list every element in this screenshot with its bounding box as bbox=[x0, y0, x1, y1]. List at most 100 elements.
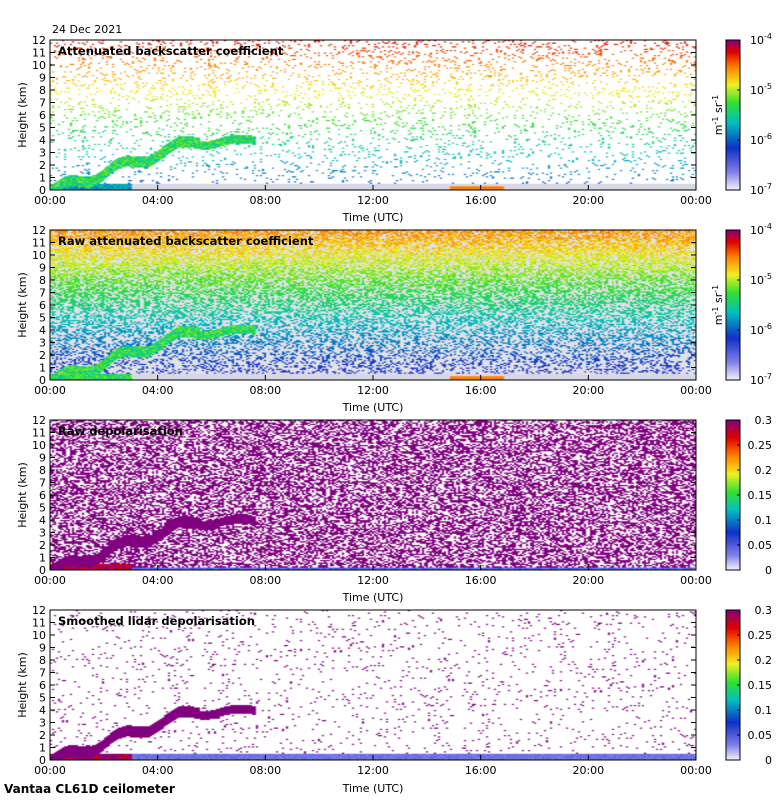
y-tick-label: 11 bbox=[32, 427, 46, 440]
y-tick-label: 0 bbox=[39, 754, 46, 767]
colorbar-tick-label: 0.3 bbox=[755, 604, 773, 617]
y-tick-label: 4 bbox=[39, 134, 46, 147]
x-tick-label: 00:00 bbox=[34, 384, 66, 397]
x-tick-label: 08:00 bbox=[249, 574, 281, 587]
panel-1: Attenuated backscatter coefficient 01234… bbox=[16, 32, 772, 224]
heatmap-image-1 bbox=[50, 40, 696, 190]
colorbar-1 bbox=[725, 39, 741, 191]
y-axis-label-2: Height (km) bbox=[16, 272, 29, 338]
y-tick-label: 12 bbox=[32, 224, 46, 237]
x-tick-label: 00:00 bbox=[34, 194, 66, 207]
x-tick-label: 04:00 bbox=[142, 764, 174, 777]
colorbar-tick-label: 10-5 bbox=[750, 82, 772, 97]
colorbar-ticks-4: 0 0.05 0.1 0.15 0.2 0.25 0.3 bbox=[737, 604, 772, 767]
colorbar-tick-label: 0.15 bbox=[748, 679, 773, 692]
colorbar-tick-label: 0.15 bbox=[748, 489, 773, 502]
x-tick-label: 16:00 bbox=[465, 764, 497, 777]
x-tick-label: 12:00 bbox=[357, 194, 389, 207]
y-tick-label: 6 bbox=[39, 679, 46, 692]
colorbar-tick-label: 10-5 bbox=[750, 272, 772, 287]
x-tick-label: 04:00 bbox=[142, 384, 174, 397]
x-ticks-4: 00:00 04:00 08:00 12:00 16:00 20:00 00:00 bbox=[34, 755, 712, 777]
y-tick-label: 1 bbox=[39, 742, 46, 755]
colorbar-tick-label: 0.2 bbox=[755, 464, 773, 477]
y-axis-label-4: Height (km) bbox=[16, 652, 29, 718]
y-tick-label: 1 bbox=[39, 172, 46, 185]
y-axis-label-3: Height (km) bbox=[16, 462, 29, 528]
y-tick-label: 10 bbox=[32, 249, 46, 262]
x-ticks-1: 00:00 04:00 08:00 12:00 16:00 20:00 00:00 bbox=[34, 185, 712, 207]
y-tick-label: 10 bbox=[32, 59, 46, 72]
heatmap-image-2 bbox=[50, 230, 696, 380]
y-tick-label: 3 bbox=[39, 337, 46, 350]
y-tick-label: 2 bbox=[39, 539, 46, 552]
colorbar-2 bbox=[725, 229, 741, 381]
colorbar-tick-label: 0 bbox=[765, 754, 772, 767]
y-tick-label: 8 bbox=[39, 274, 46, 287]
y-tick-label: 12 bbox=[32, 604, 46, 617]
colorbar-tick-label: 10-6 bbox=[750, 132, 772, 147]
x-tick-label: 16:00 bbox=[465, 384, 497, 397]
x-tick-label: 00:00 bbox=[680, 384, 712, 397]
y-tick-label: 9 bbox=[39, 262, 46, 275]
x-ticks-3: 00:00 04:00 08:00 12:00 16:00 20:00 00:00 bbox=[34, 565, 712, 587]
y-tick-label: 11 bbox=[32, 47, 46, 60]
y-tick-label: 0 bbox=[39, 374, 46, 387]
y-tick-label: 11 bbox=[32, 617, 46, 630]
x-tick-label: 08:00 bbox=[249, 384, 281, 397]
colorbar-tick-label: 10-4 bbox=[750, 222, 772, 237]
x-tick-label: 04:00 bbox=[142, 194, 174, 207]
x-axis-label-1: Time (UTC) bbox=[342, 211, 404, 224]
y-tick-label: 2 bbox=[39, 159, 46, 172]
colorbar-tick-label: 10-4 bbox=[750, 32, 772, 47]
colorbar-unit-1: m-1 sr-1 bbox=[711, 95, 725, 135]
y-tick-label: 10 bbox=[32, 439, 46, 452]
panel-title-3: Raw depolarisation bbox=[58, 424, 183, 438]
x-tick-label: 20:00 bbox=[572, 194, 604, 207]
x-tick-label: 04:00 bbox=[142, 574, 174, 587]
y-tick-label: 6 bbox=[39, 109, 46, 122]
colorbar-tick-label: 0.25 bbox=[748, 439, 773, 452]
x-tick-label: 12:00 bbox=[357, 384, 389, 397]
y-tick-label: 7 bbox=[39, 287, 46, 300]
y-tick-label: 3 bbox=[39, 527, 46, 540]
y-tick-label: 9 bbox=[39, 72, 46, 85]
y-tick-label: 11 bbox=[32, 237, 46, 250]
colorbar-tick-label: 0.25 bbox=[748, 629, 773, 642]
y-axis-label-1: Height (km) bbox=[16, 82, 29, 148]
x-axis-label-2: Time (UTC) bbox=[342, 401, 404, 414]
x-tick-label: 20:00 bbox=[572, 384, 604, 397]
colorbar-tick-label: 0.05 bbox=[748, 539, 773, 552]
y-tick-label: 3 bbox=[39, 717, 46, 730]
y-tick-label: 5 bbox=[39, 502, 46, 515]
panel-title-4: Smoothed lidar depolarisation bbox=[58, 614, 255, 628]
x-ticks-2: 00:00 04:00 08:00 12:00 16:00 20:00 00:00 bbox=[34, 375, 712, 397]
y-tick-label: 9 bbox=[39, 452, 46, 465]
y-tick-label: 2 bbox=[39, 349, 46, 362]
x-tick-label: 08:00 bbox=[249, 194, 281, 207]
y-tick-label: 7 bbox=[39, 667, 46, 680]
y-tick-label: 4 bbox=[39, 324, 46, 337]
y-tick-label: 4 bbox=[39, 704, 46, 717]
x-tick-label: 16:00 bbox=[465, 574, 497, 587]
colorbar-tick-label: 0.1 bbox=[755, 514, 773, 527]
y-tick-label: 1 bbox=[39, 362, 46, 375]
colorbar-tick-label: 10-6 bbox=[750, 322, 772, 337]
colorbar-unit-2: m-1 sr-1 bbox=[711, 285, 725, 325]
y-tick-label: 1 bbox=[39, 552, 46, 565]
colorbar-ticks-3: 0 0.05 0.1 0.15 0.2 0.25 0.3 bbox=[737, 414, 772, 577]
y-tick-label: 0 bbox=[39, 564, 46, 577]
y-tick-label: 5 bbox=[39, 312, 46, 325]
panel-title-1: Attenuated backscatter coefficient bbox=[58, 44, 284, 58]
colorbar-ticks-1: 10-7 10-6 10-5 10-4 bbox=[737, 32, 772, 197]
y-tick-label: 10 bbox=[32, 629, 46, 642]
colorbar-tick-label: 0.2 bbox=[755, 654, 773, 667]
x-axis-label-3: Time (UTC) bbox=[342, 591, 404, 604]
colorbar-tick-label: 0.3 bbox=[755, 414, 773, 427]
colorbar-tick-label: 10-7 bbox=[750, 372, 772, 387]
